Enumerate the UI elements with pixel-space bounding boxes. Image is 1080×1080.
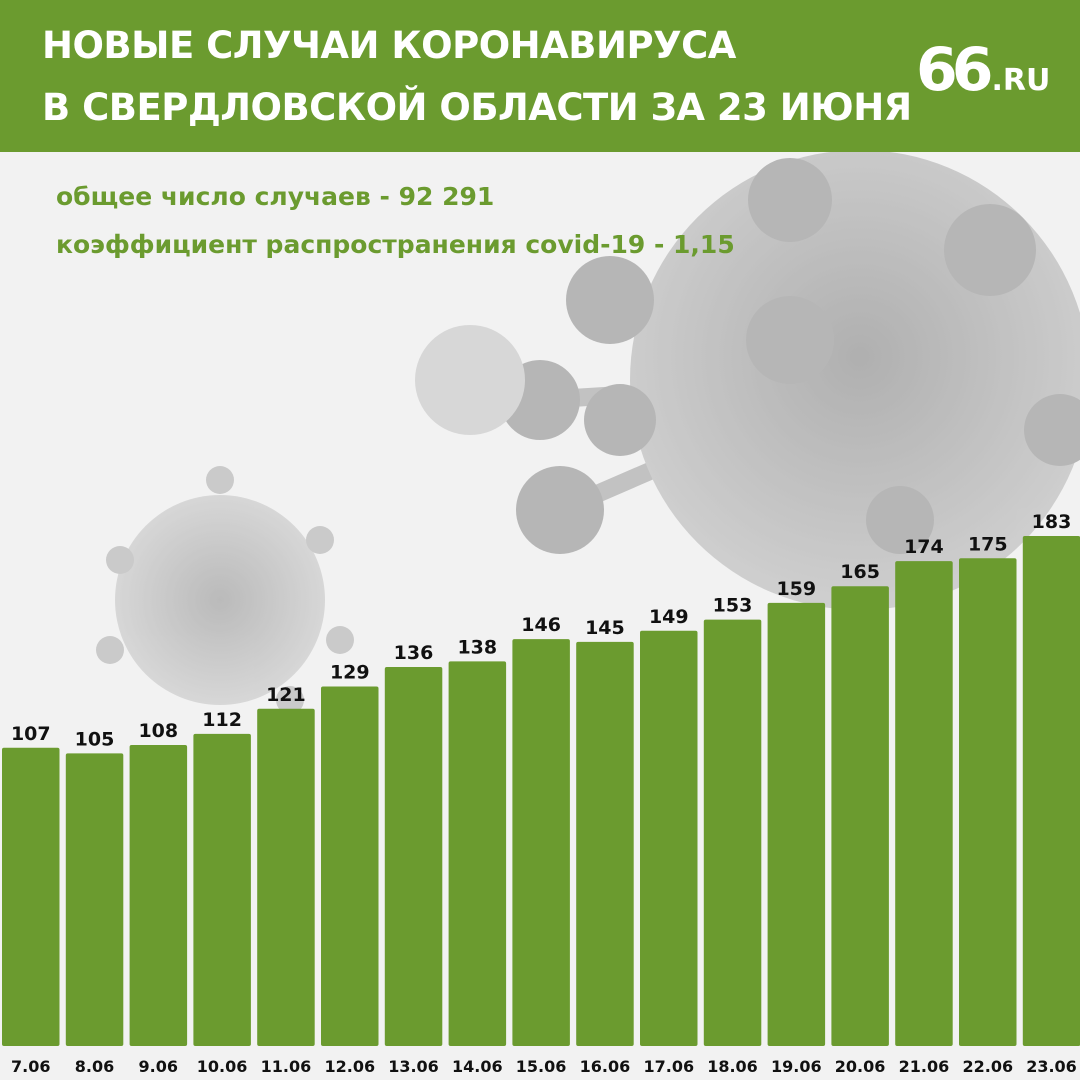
- date-label-15.06: 15.06: [516, 1057, 567, 1076]
- value-label-20.06: 165: [840, 561, 880, 583]
- date-label-9.06: 9.06: [139, 1057, 178, 1076]
- bar-23.06: [1022, 536, 1080, 1046]
- bar-18.06: [703, 619, 762, 1046]
- date-label-7.06: 7.06: [11, 1057, 50, 1076]
- value-label-16.06: 145: [585, 617, 625, 639]
- date-label-22.06: 22.06: [962, 1057, 1013, 1076]
- site-logo: 66 .RU: [916, 40, 1050, 100]
- bar-21.06: [895, 561, 953, 1046]
- value-label-11.06: 121: [266, 684, 306, 706]
- bar-22.06: [959, 558, 1017, 1046]
- logo-suffix: .RU: [991, 63, 1051, 98]
- page-title-line-1: НОВЫЕ СЛУЧАИ КОРОНАВИРУСА: [42, 24, 736, 67]
- total-cases-text: общее число случаев - 92 291: [56, 182, 495, 211]
- bar-17.06: [640, 630, 698, 1046]
- value-label-21.06: 174: [904, 536, 944, 558]
- value-label-17.06: 149: [649, 606, 689, 628]
- header-banner: НОВЫЕ СЛУЧАИ КОРОНАВИРУСА В СВЕРДЛОВСКОЙ…: [0, 0, 1080, 152]
- bar-7.06: [2, 747, 60, 1046]
- date-label-17.06: 17.06: [643, 1057, 694, 1076]
- date-label-16.06: 16.06: [580, 1057, 631, 1076]
- value-label-23.06: 183: [1032, 511, 1072, 533]
- bar-13.06: [384, 667, 443, 1046]
- bar-19.06: [767, 602, 826, 1046]
- page-title-line-2: В СВЕРДЛОВСКОЙ ОБЛАСТИ ЗА 23 ИЮНЯ: [42, 86, 912, 129]
- date-label-10.06: 10.06: [197, 1057, 248, 1076]
- logo-number: 66: [916, 35, 993, 105]
- date-label-21.06: 21.06: [899, 1057, 950, 1076]
- spread-coefficient-text: коэффициент распространения covid-19 - 1…: [56, 230, 735, 259]
- date-label-23.06: 23.06: [1026, 1057, 1077, 1076]
- bar-9.06: [129, 745, 188, 1046]
- value-label-12.06: 129: [330, 662, 370, 684]
- date-label-8.06: 8.06: [75, 1057, 114, 1076]
- value-label-8.06: 105: [75, 728, 115, 750]
- bar-10.06: [193, 733, 251, 1046]
- value-label-10.06: 112: [202, 709, 242, 731]
- value-label-14.06: 138: [457, 636, 497, 658]
- value-label-13.06: 136: [394, 642, 434, 664]
- date-label-19.06: 19.06: [771, 1057, 822, 1076]
- bar-11.06: [257, 708, 315, 1046]
- bar-16.06: [576, 641, 634, 1046]
- date-label-18.06: 18.06: [707, 1057, 758, 1076]
- bar-14.06: [448, 661, 507, 1046]
- value-label-22.06: 175: [968, 533, 1008, 555]
- value-label-7.06: 107: [11, 723, 51, 745]
- value-label-15.06: 146: [521, 614, 561, 636]
- bar-12.06: [321, 686, 379, 1046]
- date-label-11.06: 11.06: [261, 1057, 312, 1076]
- value-label-18.06: 153: [713, 595, 753, 617]
- bar-15.06: [512, 639, 570, 1046]
- date-label-12.06: 12.06: [324, 1057, 375, 1076]
- value-label-19.06: 159: [776, 578, 816, 600]
- date-label-13.06: 13.06: [388, 1057, 439, 1076]
- date-label-20.06: 20.06: [835, 1057, 886, 1076]
- date-label-14.06: 14.06: [452, 1057, 503, 1076]
- bar-8.06: [65, 753, 124, 1046]
- value-label-9.06: 108: [138, 720, 178, 742]
- bar-20.06: [831, 586, 889, 1046]
